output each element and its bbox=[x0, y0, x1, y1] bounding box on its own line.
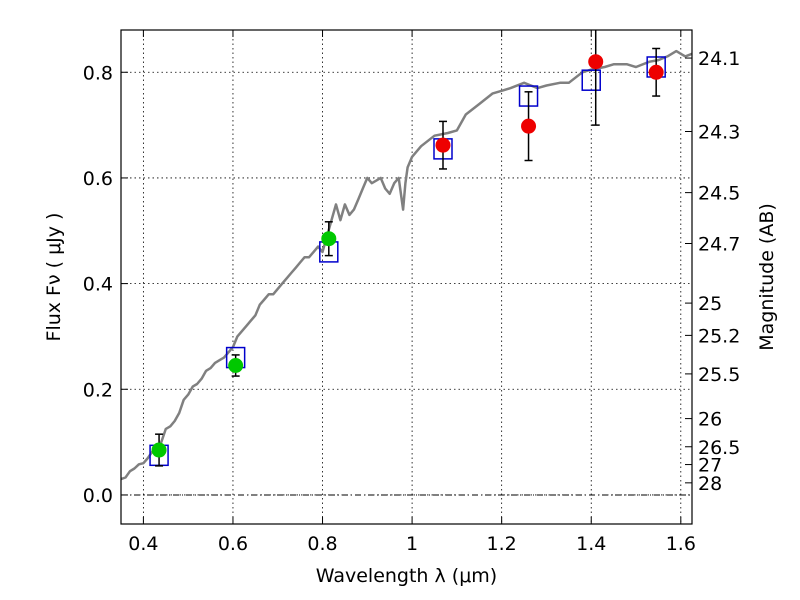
y2-tick-label: 26 bbox=[698, 409, 722, 431]
y-axis-label: Flux Fν ( μJy ) bbox=[43, 213, 65, 342]
x-tick-label: 0.6 bbox=[218, 533, 248, 555]
y-tick-label: 0.4 bbox=[83, 274, 113, 296]
data-point bbox=[435, 137, 451, 153]
data-point bbox=[321, 231, 337, 247]
y-tick-label: 0.2 bbox=[83, 379, 113, 401]
y-tick-label: 0.0 bbox=[83, 485, 113, 507]
x-tick-label: 0.8 bbox=[307, 533, 337, 555]
x-axis-label: Wavelength λ (μm) bbox=[316, 565, 497, 587]
y2-tick-label: 27 bbox=[698, 455, 722, 477]
ticks: 0.4 0.6 0.8 1 1.2 1.4 1.6 0.0 0.2 0.4 0.6 0.8 24.1 24… bbox=[83, 30, 740, 555]
spectrum-line bbox=[120, 49, 693, 481]
y2-tick-label: 25.5 bbox=[698, 364, 740, 386]
y2-tick-label: 24.7 bbox=[698, 234, 740, 256]
y2-tick-label: 24.3 bbox=[698, 121, 740, 143]
x-tick-label: 0.4 bbox=[128, 533, 158, 555]
x-tick-label: 1 bbox=[406, 533, 418, 555]
x-tick-label: 1.4 bbox=[576, 533, 606, 555]
y-tick-label: 0.8 bbox=[83, 62, 113, 84]
data-point bbox=[588, 54, 604, 70]
y2-tick-label: 24.5 bbox=[698, 183, 740, 205]
y2-tick-label: 24.1 bbox=[698, 48, 740, 70]
y2-tick-label: 28 bbox=[698, 473, 722, 495]
grid bbox=[121, 30, 692, 524]
x-tick-label: 1.6 bbox=[666, 533, 696, 555]
plot-frame bbox=[120, 29, 693, 525]
data-point bbox=[228, 357, 244, 373]
model-point bbox=[581, 69, 601, 91]
y2-tick-label: 26.5 bbox=[698, 437, 740, 459]
y2-axis-label: Magnitude (AB) bbox=[756, 203, 778, 351]
data-point bbox=[521, 118, 537, 134]
y-tick-label: 0.6 bbox=[83, 168, 113, 190]
y2-tick-label: 25.2 bbox=[698, 325, 740, 347]
data-point bbox=[648, 64, 664, 80]
data-point bbox=[151, 442, 167, 458]
x-tick-label: 1.2 bbox=[487, 533, 517, 555]
plot-area bbox=[120, 30, 693, 481]
y2-tick-label: 25 bbox=[698, 293, 722, 315]
